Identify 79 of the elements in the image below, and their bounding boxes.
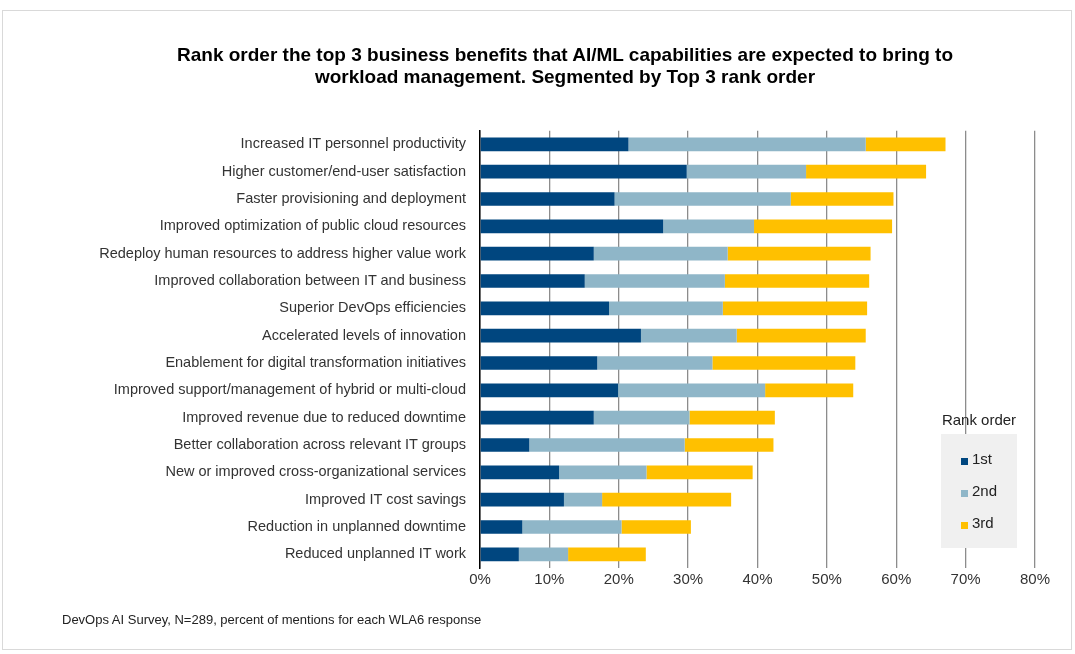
bar (522, 520, 622, 534)
bar (790, 192, 894, 206)
bar (563, 492, 603, 507)
chart-title: Rank order the top 3 business benefits that AI/ML capabilities are expected to bring to workload management. Segmented by Top 3 rank order (176, 44, 954, 88)
bar (712, 356, 856, 370)
bar (480, 301, 610, 316)
bar (480, 274, 585, 288)
x-tick-label: 40% (742, 570, 773, 588)
bar (806, 164, 927, 179)
x-tick-label: 0% (469, 570, 491, 588)
bar (609, 301, 723, 316)
x-tick-label: 20% (603, 570, 634, 588)
bar (518, 547, 569, 562)
y-tick-label: Improved IT cost savings (305, 490, 466, 507)
bar (559, 465, 647, 480)
bar (865, 137, 946, 152)
bar (480, 547, 519, 562)
y-tick-label: Faster provisioning and deployment (236, 190, 466, 207)
bar (597, 356, 713, 370)
bar (480, 438, 530, 452)
bar (602, 492, 732, 507)
bar (584, 274, 725, 288)
bar (480, 383, 619, 398)
y-tick-label: Reduction in unplanned downtime (247, 518, 466, 534)
x-tick-label: 70% (950, 570, 981, 588)
bar (684, 438, 774, 452)
y-tick-label: Enablement for digital transformation initiatives (165, 354, 466, 371)
bar (628, 137, 866, 152)
y-tick-label: Better collaboration across relevant IT groups (173, 436, 466, 453)
y-tick-label: Increased IT personnel productivity (240, 135, 467, 152)
x-tick-label: 30% (673, 570, 704, 588)
x-tick-label: 50% (811, 570, 842, 588)
bar (722, 301, 868, 316)
y-tick-label: Improved revenue due to reduced downtime (182, 408, 466, 425)
bar (480, 164, 687, 179)
bar (727, 246, 871, 261)
bar (480, 410, 594, 425)
y-tick-label: Improved support/management of hybrid or multi-cloud (113, 381, 466, 398)
y-tick-label: Improved optimization of public cloud resources (159, 217, 466, 234)
bar (480, 328, 641, 343)
bar (765, 383, 854, 398)
legend-title: Rank order (941, 411, 1018, 428)
bar (593, 246, 728, 261)
bar (480, 137, 629, 152)
bar (529, 438, 685, 452)
x-tick-label: 10% (534, 570, 565, 588)
legend-label: 3rd (972, 513, 994, 531)
y-tick-label: New or improved cross-organizational services (165, 463, 466, 480)
bar (646, 465, 753, 480)
bar (724, 274, 870, 288)
bar (640, 328, 737, 343)
bar (568, 547, 646, 562)
text: DevOps AI Survey, N=289, percent of mentions for each WLA6 response (62, 612, 482, 627)
y-tick-label: Higher customer/end-user satisfaction (221, 162, 466, 179)
bar (621, 520, 691, 534)
bar (736, 328, 866, 343)
bar (663, 219, 755, 234)
y-tick-label: Improved collaboration between IT and business (154, 272, 466, 289)
y-tick-label: Accelerated levels of innovation (262, 326, 466, 343)
bar (689, 410, 775, 425)
legend-label: 2nd (972, 481, 998, 499)
bar (686, 164, 807, 179)
y-tick-label: Reduced unplanned IT work (284, 545, 467, 562)
bar (593, 410, 690, 425)
x-tick-label: 80% (1019, 570, 1051, 588)
bar (480, 356, 598, 370)
bar (480, 192, 615, 206)
bar (480, 219, 664, 234)
legend-label: 1st (972, 449, 993, 467)
bar (480, 465, 560, 480)
bar (480, 520, 523, 534)
bar (754, 219, 893, 234)
y-tick-label: Superior DevOps efficiencies (279, 299, 466, 316)
bar (614, 192, 791, 206)
bar (618, 383, 766, 398)
bar (480, 246, 594, 261)
bar (480, 492, 564, 507)
y-tick-label: Redeploy human resources to address higher value work (99, 244, 467, 261)
x-tick-label: 60% (881, 570, 912, 588)
